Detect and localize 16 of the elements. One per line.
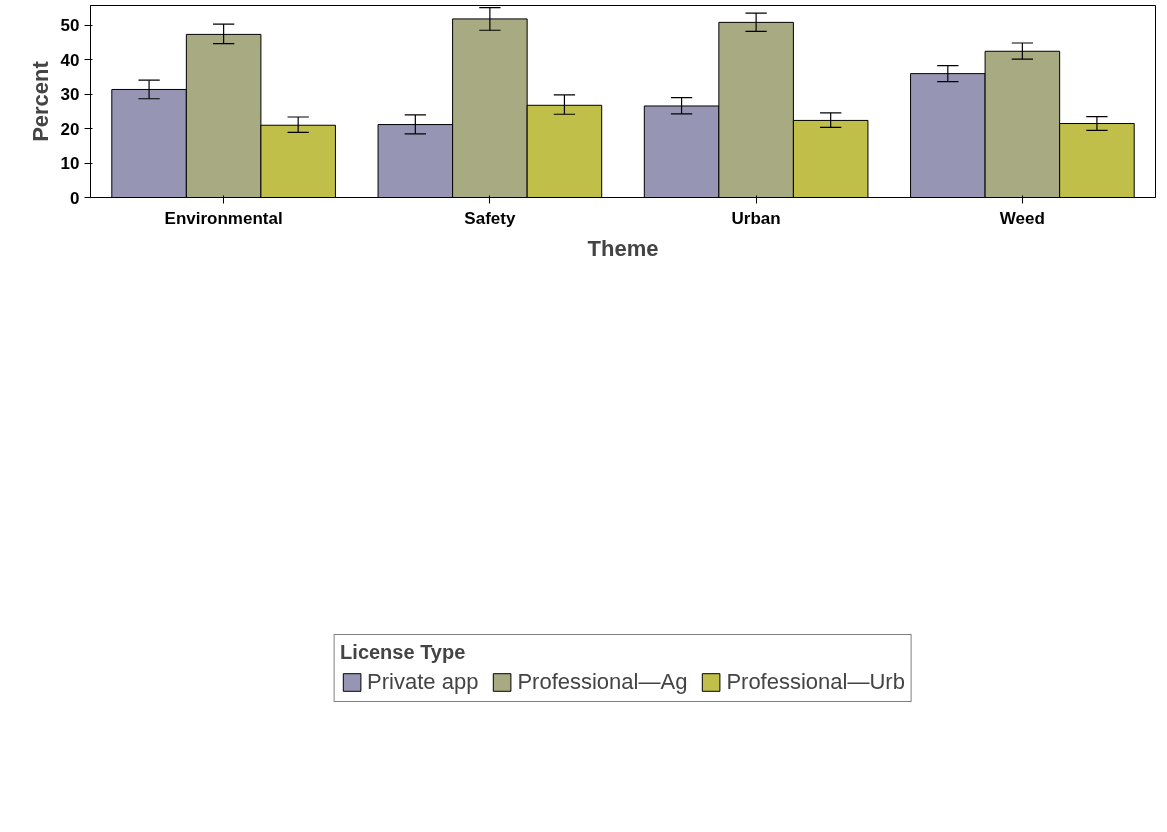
x-tick-label: Weed	[999, 208, 1045, 228]
y-axis-title: Percent	[27, 60, 53, 142]
legend-label: Professional—Urb	[726, 668, 905, 695]
y-tick-label: 0	[70, 188, 80, 208]
y-tick-label: 50	[60, 16, 80, 36]
y-tick-label: 30	[60, 85, 80, 105]
legend-label: Professional—Ag	[517, 668, 688, 695]
legend-title: License Type	[340, 640, 467, 664]
y-tick-label: 20	[60, 119, 80, 139]
x-tick-label: Environmental	[164, 208, 283, 228]
legend-label: Private app	[367, 668, 479, 695]
y-tick-label: 10	[60, 154, 80, 174]
y-tick-label: 40	[60, 50, 80, 70]
x-axis-title: Theme	[587, 235, 659, 261]
x-tick-label: Safety	[464, 208, 516, 228]
x-tick-label: Urban	[731, 208, 781, 228]
